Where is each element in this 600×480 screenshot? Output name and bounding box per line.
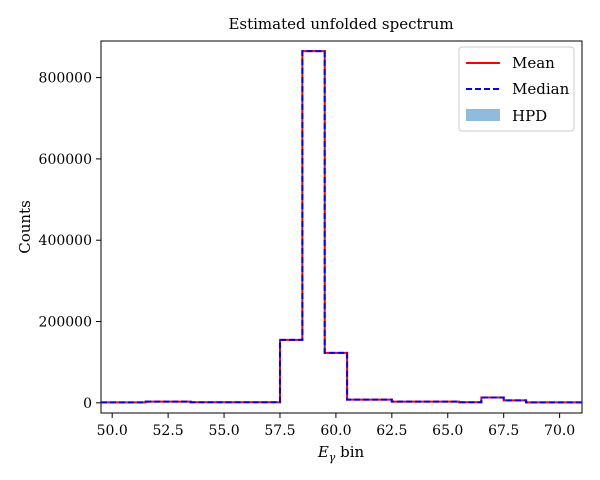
x-axis-label-subscript: γ bbox=[329, 451, 336, 464]
x-tick-label: 55.0 bbox=[208, 423, 239, 439]
x-tick-label: 57.5 bbox=[264, 423, 295, 439]
x-tick-label: 62.5 bbox=[376, 423, 407, 439]
x-tick-label: 67.5 bbox=[488, 423, 519, 439]
y-tick-label: 200000 bbox=[39, 315, 92, 331]
x-tick-label: 60.0 bbox=[320, 423, 351, 439]
legend: Mean Median HPD bbox=[458, 46, 575, 132]
legend-label-median: Median bbox=[512, 80, 570, 98]
plot-area bbox=[100, 40, 583, 414]
legend-swatch-hpd bbox=[466, 109, 500, 121]
y-tick-label: 0 bbox=[83, 396, 92, 412]
x-axis-label-main: E bbox=[317, 443, 329, 461]
x-tick-label: 52.5 bbox=[153, 423, 184, 439]
series-line-median bbox=[101, 50, 582, 404]
x-axis-label-suffix: bin bbox=[335, 443, 364, 461]
legend-label-hpd: HPD bbox=[512, 107, 547, 125]
chart-title: Estimated unfolded spectrum bbox=[228, 15, 453, 33]
x-tick-label: 50.0 bbox=[97, 423, 128, 439]
x-tick-label: 70.0 bbox=[544, 423, 575, 439]
y-axis: 0 200000 400000 600000 800000 bbox=[39, 71, 101, 412]
x-tick-label: 65.0 bbox=[432, 423, 463, 439]
legend-label-mean: Mean bbox=[512, 54, 555, 72]
x-axis-label: Eγ bin bbox=[317, 443, 365, 464]
series-layer bbox=[101, 50, 582, 404]
y-axis-label: Counts bbox=[16, 200, 34, 254]
y-tick-label: 800000 bbox=[39, 71, 92, 87]
x-axis: 50.0 52.5 55.0 57.5 60.0 62.5 65.0 67.5 70.0 bbox=[97, 413, 575, 439]
y-tick-label: 400000 bbox=[39, 233, 92, 249]
y-tick-label: 600000 bbox=[39, 152, 92, 168]
axes-frame bbox=[100, 40, 583, 414]
